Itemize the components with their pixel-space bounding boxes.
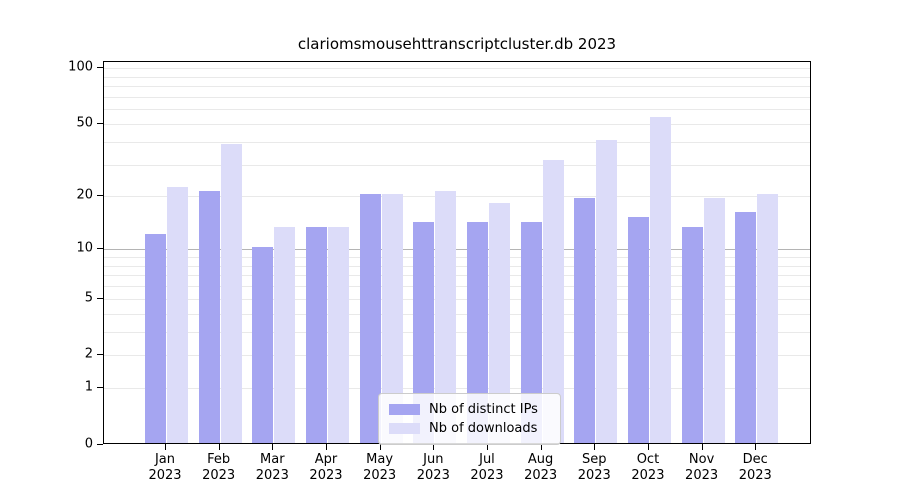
y-tick-100 [97,67,103,69]
y-tick-label-1: 1 [84,379,93,395]
x-tick-nov [701,444,703,450]
y-tick-1 [97,387,103,389]
bar-downloads-sep [596,139,618,443]
y-tick-label-20: 20 [76,187,93,203]
y-tick-5 [97,297,103,299]
x-tick-label-jul: Jul 2023 [470,452,504,483]
x-tick-label-nov: Nov 2023 [685,452,719,483]
bar-ips-oct [627,216,649,443]
bar-downloads-feb [220,143,242,443]
gridline-8 [104,265,810,267]
x-tick-aug [540,444,542,450]
legend-label-distinct-ips: Nb of distinct IPs [429,402,538,417]
legend: Nb of distinct IPs Nb of downloads [378,393,561,445]
gridline-60 [104,109,810,111]
gridline-4 [104,313,810,315]
x-tick-apr [325,444,327,450]
gridline-10 [104,249,810,251]
x-tick-oct [647,444,649,450]
chart-title: clariomsmousehttranscriptcluster.db 2023 [297,35,617,53]
y-tick-label-5: 5 [84,290,93,306]
bar-ips-jan [145,233,166,443]
gridline-5 [104,298,810,300]
bar-ips-feb [198,190,220,443]
bar-ips-aug [520,221,542,443]
gridline-30 [104,164,810,166]
legend-label-downloads: Nb of downloads [429,421,538,436]
x-tick-dec [755,444,757,450]
y-tick-label-2: 2 [84,346,93,362]
x-tick-label-may: May 2023 [363,452,397,483]
x-tick-jan [165,444,166,450]
y-tick-50 [97,122,103,124]
y-tick-label-50: 50 [76,115,93,131]
y-tick-label-10: 10 [76,240,93,256]
x-tick-jun [433,444,435,450]
bar-downloads-apr [327,227,349,443]
gridline-3 [104,331,810,333]
x-tick-label-aug: Aug 2023 [524,452,558,483]
bar-ips-apr [305,227,327,443]
bar-downloads-dec [757,194,779,443]
legend-swatch-downloads [389,423,420,434]
bar-ips-jul [466,221,488,443]
gridline-50 [104,123,810,125]
legend-item-downloads: Nb of downloads [387,419,552,438]
bar-ips-jun [413,221,435,443]
bar-ips-nov [681,227,703,443]
gridline-1 [104,388,810,390]
bar-downloads-jul [488,202,510,443]
bar-ips-mar [252,247,274,443]
gridline-100 [104,68,810,70]
x-tick-label-jan: Jan 2023 [148,452,182,483]
x-tick-may [379,444,381,450]
gridline-40 [104,141,810,143]
gridline-9 [104,256,810,258]
x-tick-label-mar: Mar 2023 [255,452,289,483]
y-tick-20 [97,195,103,197]
x-tick-label-jun: Jun 2023 [416,452,450,483]
gridline-70 [104,96,810,98]
bar-downloads-jan [167,186,188,443]
x-tick-label-sep: Sep 2023 [577,452,611,483]
bar-ips-dec [735,211,757,443]
plot-area [103,61,811,444]
bar-downloads-oct [649,117,671,443]
bar-downloads-mar [274,227,296,443]
y-tick-0 [97,444,103,445]
gridline-90 [104,76,810,78]
y-tick-10 [97,248,103,250]
x-tick-label-feb: Feb 2023 [202,452,236,483]
x-tick-mar [272,444,274,450]
x-tick-label-oct: Oct 2023 [631,452,665,483]
bar-downloads-aug [542,159,564,443]
y-tick-2 [97,354,103,356]
bar-downloads-may [381,194,403,443]
legend-item-distinct-ips: Nb of distinct IPs [387,400,552,419]
gridline-2 [104,355,810,357]
bar-downloads-jun [435,190,457,443]
y-tick-label-100: 100 [68,59,93,75]
bar-ips-may [359,194,381,443]
bar-downloads-nov [703,198,725,443]
gridline-20 [104,196,810,198]
x-tick-label-apr: Apr 2023 [309,452,343,483]
gridline-7 [104,275,810,277]
x-tick-sep [594,444,596,450]
gridline-80 [104,86,810,88]
y-tick-label-0: 0 [84,436,93,452]
gridline-6 [104,286,810,288]
legend-swatch-distinct-ips [389,404,420,415]
x-tick-label-dec: Dec 2023 [738,452,772,483]
x-tick-feb [218,444,220,450]
bar-ips-sep [574,198,596,443]
x-tick-jul [486,444,488,450]
